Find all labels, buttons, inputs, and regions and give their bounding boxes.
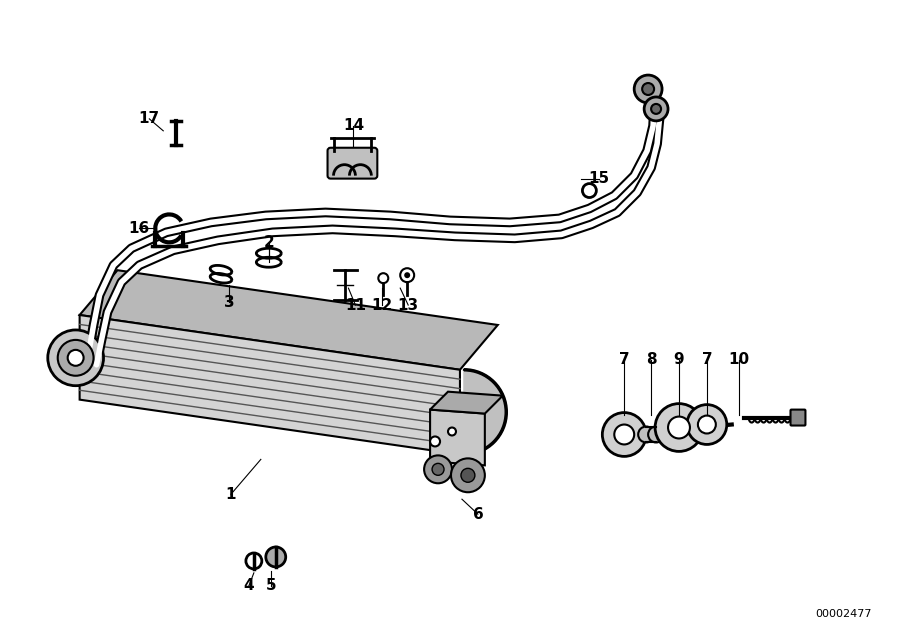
Text: 2: 2 [264, 235, 274, 250]
Circle shape [668, 417, 690, 439]
Text: 1: 1 [226, 486, 236, 502]
Circle shape [378, 273, 388, 283]
Text: 7: 7 [702, 352, 712, 367]
Text: 13: 13 [398, 298, 418, 312]
Text: 5: 5 [266, 578, 276, 593]
FancyBboxPatch shape [790, 410, 806, 425]
Circle shape [615, 425, 634, 444]
Circle shape [424, 455, 452, 483]
Text: 10: 10 [728, 352, 750, 367]
Circle shape [602, 413, 646, 457]
Text: 9: 9 [674, 352, 684, 367]
Circle shape [266, 547, 285, 567]
Circle shape [651, 104, 661, 114]
Text: 15: 15 [589, 171, 610, 186]
Circle shape [58, 340, 94, 376]
Text: 6: 6 [472, 507, 483, 521]
Text: 8: 8 [646, 352, 656, 367]
Circle shape [643, 83, 654, 95]
Circle shape [634, 75, 662, 103]
Polygon shape [430, 410, 485, 465]
Circle shape [400, 268, 414, 282]
FancyBboxPatch shape [328, 148, 377, 178]
Circle shape [430, 436, 440, 446]
Circle shape [648, 427, 664, 443]
Text: 17: 17 [139, 111, 160, 126]
Circle shape [404, 272, 410, 278]
Circle shape [432, 464, 444, 476]
Polygon shape [464, 370, 506, 455]
Circle shape [246, 553, 262, 569]
Text: 16: 16 [129, 221, 150, 236]
Text: 3: 3 [224, 295, 234, 310]
Polygon shape [79, 315, 460, 455]
Text: 11: 11 [345, 298, 366, 312]
Text: 12: 12 [372, 298, 393, 312]
Circle shape [644, 97, 668, 121]
Circle shape [687, 404, 727, 444]
Text: 00002477: 00002477 [815, 609, 871, 618]
Polygon shape [79, 271, 498, 370]
Circle shape [461, 469, 475, 482]
Circle shape [638, 427, 654, 443]
Circle shape [448, 427, 456, 436]
Circle shape [655, 404, 703, 451]
Circle shape [698, 415, 716, 434]
Text: 4: 4 [244, 578, 254, 593]
Circle shape [48, 330, 104, 385]
Text: 14: 14 [343, 118, 364, 133]
Circle shape [451, 458, 485, 492]
Circle shape [68, 350, 84, 366]
Polygon shape [430, 392, 503, 413]
Text: 7: 7 [619, 352, 629, 367]
